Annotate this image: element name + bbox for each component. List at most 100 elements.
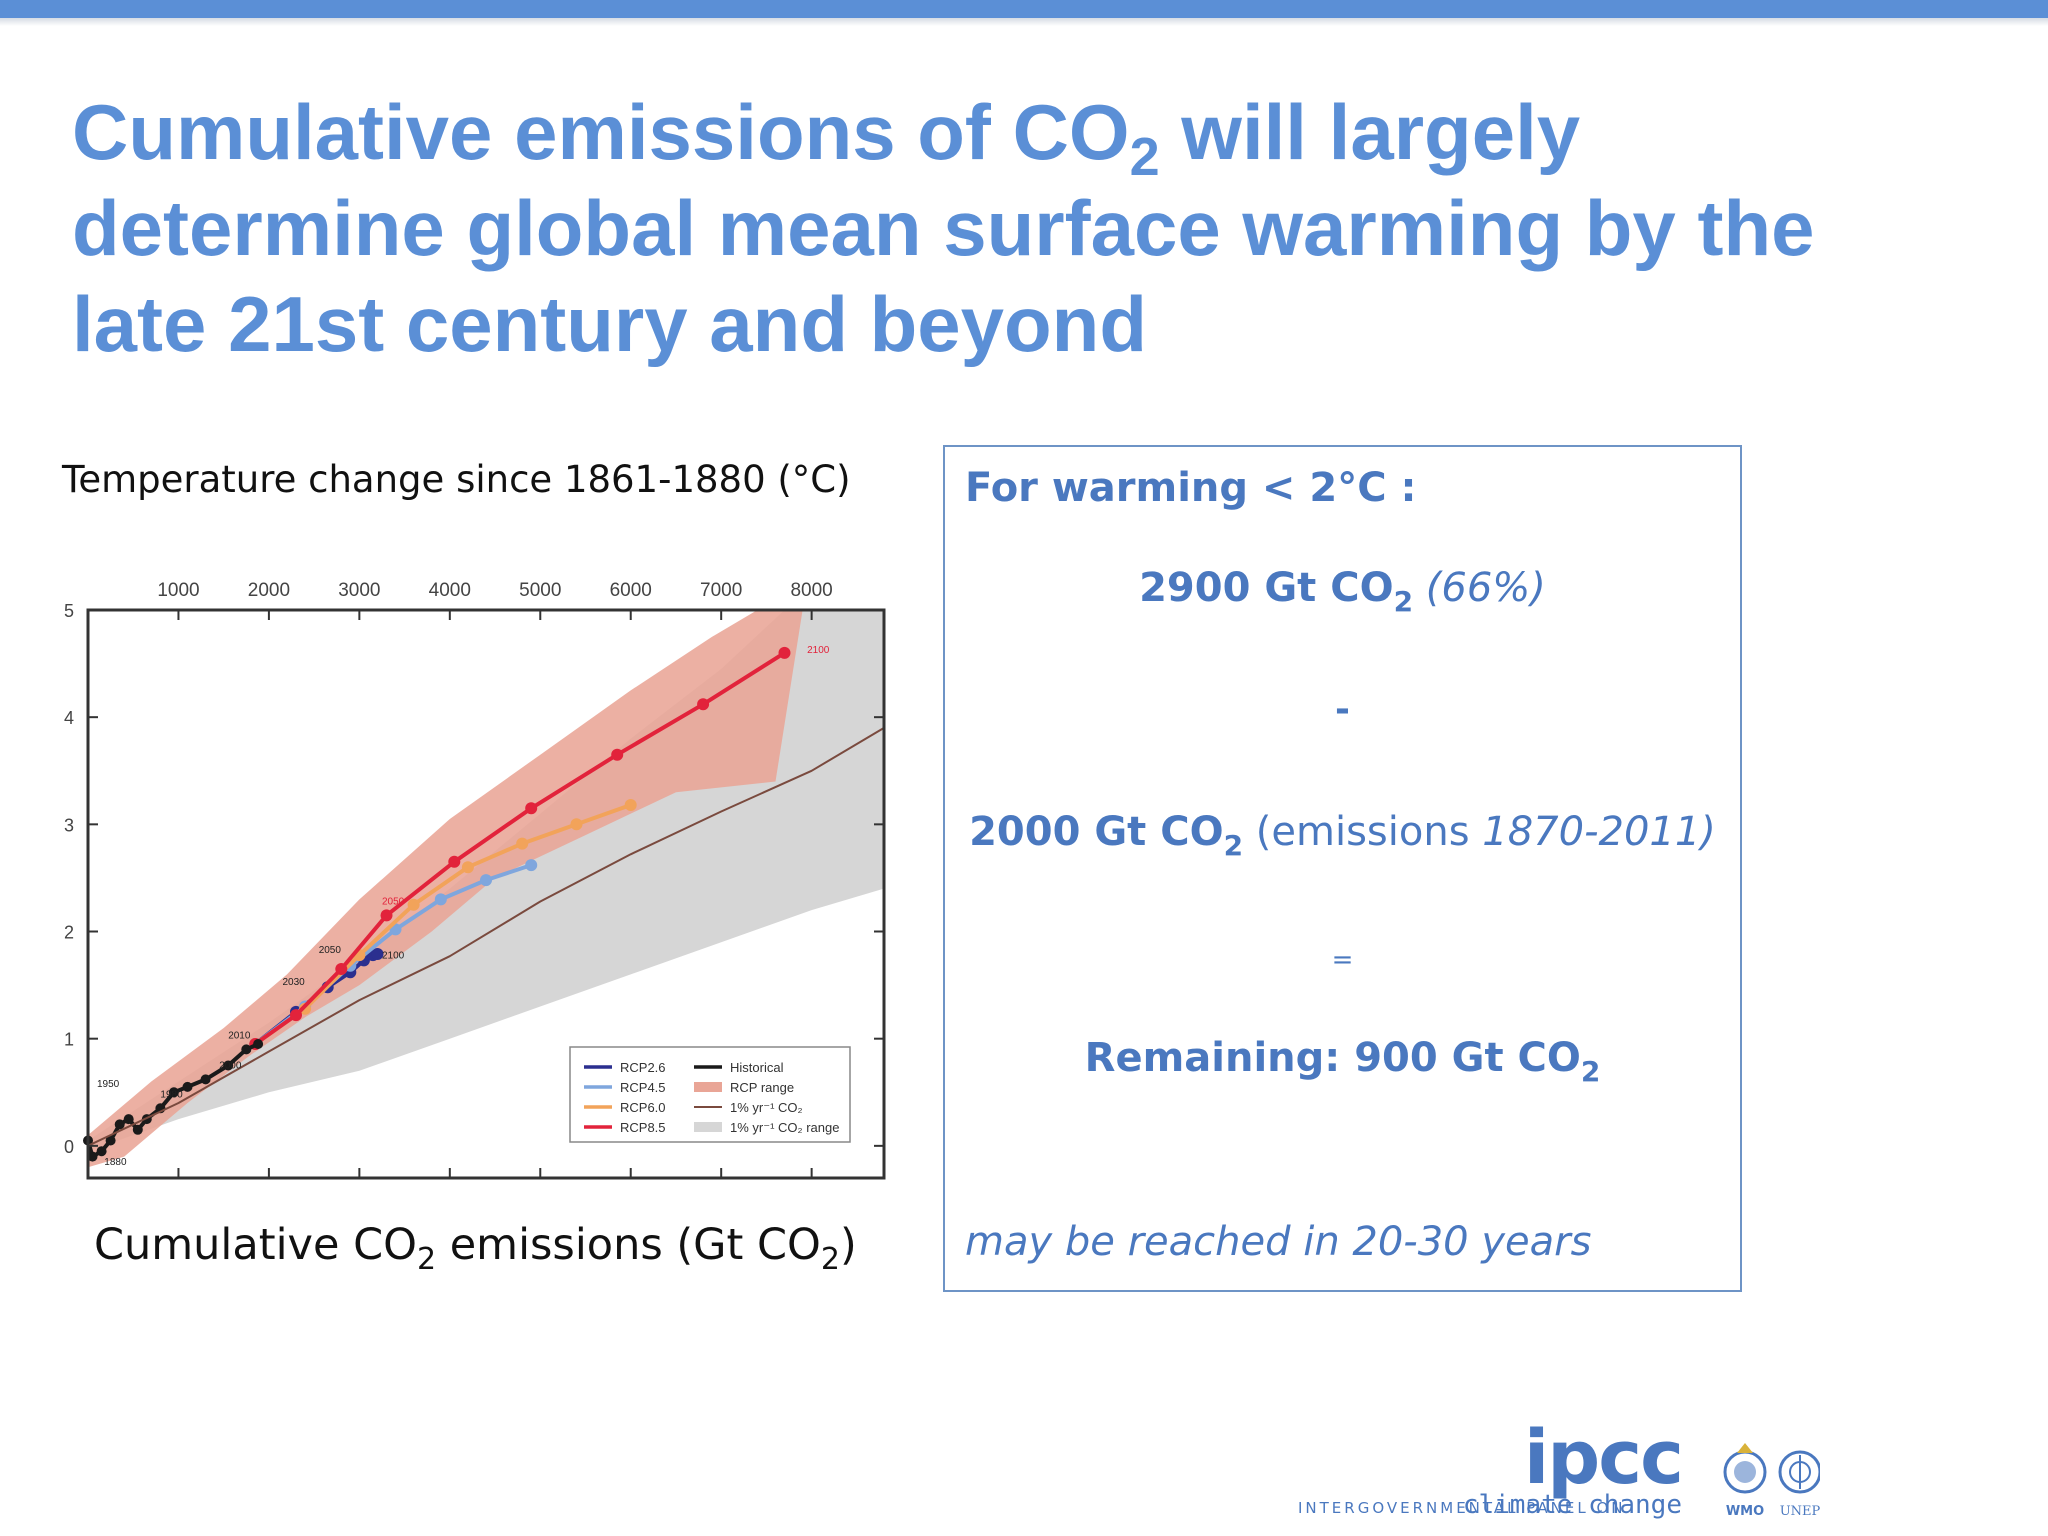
total-sub: 2	[1393, 585, 1414, 618]
chart-frame	[86, 608, 886, 1180]
legend-label-a3: RCP8.5	[620, 1120, 666, 1135]
year-label-8: 2050	[382, 897, 405, 908]
series-4-point-14	[253, 1039, 264, 1049]
budget-info-box: For warming < 2°C : 2900 Gt CO2 (66%) - …	[943, 445, 1742, 1292]
x-tick-label-3000: 3000	[338, 580, 380, 601]
ipcc-wordmark: ipcc	[1524, 1415, 1682, 1501]
year-label-6: 2050	[319, 945, 342, 956]
y-tick-label-3: 3	[64, 815, 74, 835]
total-value: 2900 Gt CO	[1139, 565, 1394, 611]
chart-legend: RCP2.6 RCP4.5 RCP6.0 RCP8.5 Historical RCP ra…	[569, 1046, 851, 1143]
series-3-point-8	[778, 646, 791, 659]
top-bar-shadow	[0, 18, 2048, 26]
x-title-pre: Cumulative CO	[94, 1220, 417, 1270]
series-4-point-13	[241, 1044, 252, 1055]
legend-label-b2: 1% yr⁻¹ CO₂	[730, 1100, 803, 1115]
slide-title: Cumulative emissions of CO2 will largely…	[72, 84, 1972, 372]
emitted-paren: (emissions	[1243, 809, 1483, 855]
series-2-point-7	[624, 799, 637, 811]
series-4-point-11	[200, 1074, 211, 1085]
info-minus: -	[1335, 689, 1350, 730]
legend-label-a2: RCP6.0	[620, 1100, 666, 1115]
unep-emblem-icon	[1778, 1450, 1820, 1494]
series-3-point-7	[697, 698, 710, 711]
legend-label-b3: 1% yr⁻¹ CO₂ range	[730, 1120, 839, 1135]
x-title-post: )	[840, 1220, 857, 1270]
year-label-9: 2100	[807, 645, 830, 656]
y-tick-label-5: 5	[64, 601, 74, 621]
legend-label-b1: RCP range	[730, 1080, 794, 1095]
series-2-point-4	[461, 861, 474, 874]
year-label-0: 1880	[104, 1157, 127, 1168]
info-line-emitted: 2000 Gt CO2 (emissions 1870-2011)	[945, 809, 1740, 860]
info-remaining: Remaining: 900 Gt CO2	[945, 1035, 1740, 1086]
series-3-point-5	[525, 802, 538, 815]
year-label-1: 1950	[97, 1079, 120, 1090]
x-tick-label-6000: 6000	[610, 580, 652, 601]
series-4-point-3	[105, 1135, 116, 1146]
year-label-2: 1980	[160, 1090, 183, 1101]
wmo-label: WMO	[1726, 1504, 1764, 1519]
series-3-point-2	[335, 963, 348, 975]
year-label-3: 2000	[219, 1061, 242, 1072]
legend-label-a1: RCP4.5	[620, 1080, 666, 1095]
x-title-sub2: 2	[820, 1242, 840, 1277]
year-label-5: 2030	[283, 977, 306, 988]
info-heading: For warming < 2°C :	[965, 465, 1417, 511]
x-title-sub1: 2	[416, 1242, 437, 1277]
series-3-point-1	[290, 1009, 302, 1022]
ipcc-logo: ipcc INTERGOVERNMENTAL PANEL ON climate …	[1298, 1415, 1820, 1520]
unep-label: UNEP	[1780, 1504, 1820, 1519]
series-4-point-5	[123, 1114, 134, 1125]
y-tick-label-1: 1	[64, 1030, 74, 1050]
legend-swatch-b1	[694, 1082, 722, 1092]
series-3-point-6	[611, 748, 624, 761]
chart-y-title: Temperature change since 1861-1880 (°C)	[62, 458, 851, 501]
legend-label-b0: Historical	[730, 1060, 784, 1075]
x-title-mid: emissions (Gt CO	[436, 1220, 821, 1270]
chart-labels: 1000 2000 3000 4000 5000 6000 7000 8000 0 1 2 3 4 5 18…	[64, 580, 833, 1168]
top-accent-bar	[0, 0, 2048, 18]
emitted-sub: 2	[1223, 829, 1244, 862]
y-tick-label-4: 4	[64, 708, 74, 728]
series-4-point-2	[96, 1146, 107, 1157]
series-4-point-1	[87, 1151, 98, 1162]
series-3-point-4	[448, 855, 461, 868]
y-tick-label-2: 2	[64, 923, 74, 943]
title-line3: late 21st century and beyond	[72, 280, 1147, 368]
series-2-point-3	[407, 898, 420, 911]
x-tick-label-1000: 1000	[157, 580, 199, 601]
x-tick-label-2000: 2000	[248, 580, 290, 601]
series-0-point-6	[371, 948, 384, 960]
series-3-point-3	[380, 909, 393, 922]
info-footnote: may be reached in 20-30 years	[965, 1219, 1592, 1265]
warming-chart: 1000 2000 3000 4000 5000 6000 7000 8000 0 1 2 3 4 5 18…	[64, 580, 886, 1180]
series-2-point-6	[570, 818, 583, 831]
remaining-sub: 2	[1580, 1055, 1601, 1088]
legend-label-a0: RCP2.6	[620, 1060, 666, 1075]
emitted-years: 1870-2011)	[1482, 809, 1716, 855]
title-line1-pre: Cumulative emissions of CO	[72, 88, 1130, 176]
series-4-point-12	[223, 1060, 234, 1071]
x-tick-label-5000: 5000	[519, 580, 561, 601]
year-label-7: 2100	[382, 950, 405, 961]
title-sub: 2	[1129, 127, 1160, 187]
series-5-line	[87, 727, 885, 1147]
series-4-point-9	[168, 1087, 179, 1098]
org-name-strong: climate change	[1463, 1490, 1682, 1520]
info-line-total: 2900 Gt CO2 (66%)	[945, 565, 1740, 616]
series-1-point-5	[480, 874, 492, 887]
series-1-point-6	[525, 859, 538, 872]
emitted-value: 2000 Gt CO	[969, 809, 1224, 855]
x-tick-label-4000: 4000	[429, 580, 471, 601]
y-tick-label-0: 0	[64, 1137, 74, 1157]
series-2-line	[254, 803, 632, 1046]
chart-x-title: Cumulative CO2 emissions (Gt CO2)	[94, 1220, 857, 1275]
series-4-point-6	[132, 1124, 143, 1135]
info-equals: =	[1331, 945, 1354, 975]
title-line2: determine global mean surface warming by…	[72, 184, 1815, 272]
legend-swatch-b3	[694, 1122, 722, 1132]
x-tick-label-8000: 8000	[790, 580, 832, 601]
remaining-value: Remaining: 900 Gt CO	[1084, 1035, 1581, 1081]
series-1-point-4	[434, 893, 447, 906]
